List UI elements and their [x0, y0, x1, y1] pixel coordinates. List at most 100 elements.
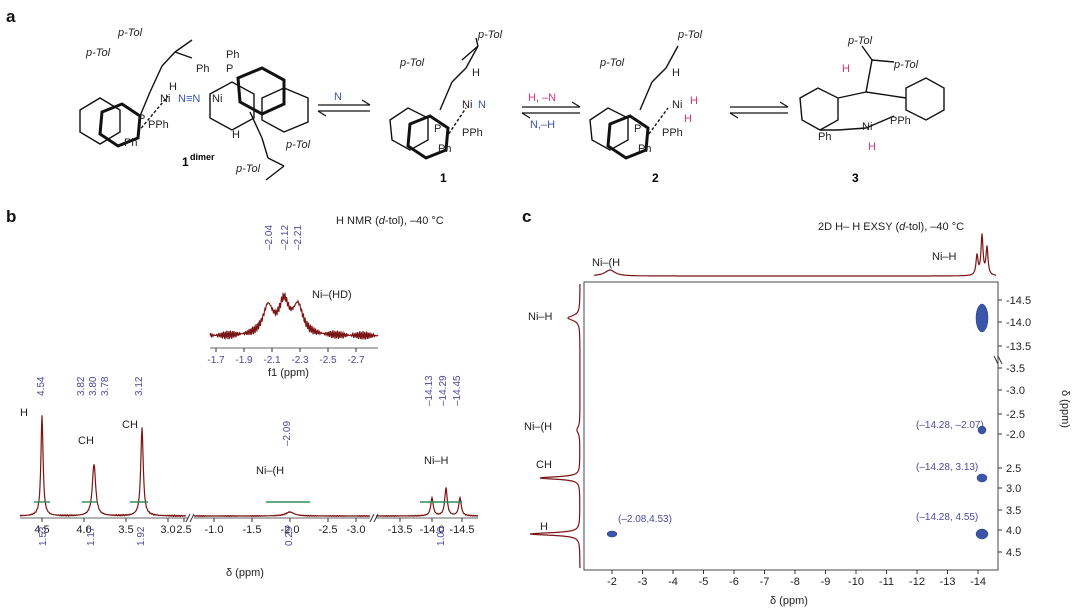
svg-text:p-Tol: p-Tol: [599, 57, 625, 69]
svg-text:(–14.28, 4.55): (–14.28, 4.55): [916, 512, 978, 523]
y-tick-label: -13.5: [1006, 341, 1031, 353]
svg-text:(–2.08,4.53): (–2.08,4.53): [618, 514, 672, 525]
svg-text:(–14.28, –2.07): (–14.28, –2.07): [916, 420, 984, 431]
x-tick-label: -13.5: [387, 524, 412, 536]
x-tick-label: -8: [790, 576, 800, 588]
svg-text:–2.21: –2.21: [293, 225, 304, 250]
svg-text:1.17: 1.17: [86, 526, 97, 546]
y-tick-label: 4.0: [1006, 525, 1021, 537]
svg-text:–14.13: –14.13: [424, 375, 435, 406]
svg-text:CH: CH: [78, 435, 94, 447]
svg-text:Ni: Ni: [160, 93, 170, 105]
arrow1-label: N: [334, 91, 342, 103]
structure-3-labels: p-Tol p-Tol H Ni PPh Ph H 3: [818, 35, 919, 185]
svg-text:H: H: [868, 141, 876, 153]
x-tick-label: -3: [638, 576, 648, 588]
svg-text:dimer: dimer: [190, 152, 215, 162]
x-tick-label: -3.0: [347, 524, 366, 536]
x-tick-label: 4.0: [76, 524, 91, 536]
svg-text:Ni: Ni: [212, 93, 222, 105]
svg-text:p-Tol: p-Tol: [285, 139, 311, 151]
y-tick-label: 3.5: [1006, 505, 1021, 517]
svg-text:PPh: PPh: [148, 119, 169, 131]
svg-text:p-Tol: p-Tol: [847, 35, 873, 47]
svg-text:p-Tol: p-Tol: [399, 57, 425, 69]
x-tick-label: -2: [607, 576, 617, 588]
svg-text:Ni–(H: Ni–(H: [592, 257, 620, 269]
svg-text:p-Tol: p-Tol: [677, 29, 703, 41]
svg-text:p-Tol: p-Tol: [893, 59, 919, 71]
x-tick-label: -5: [699, 576, 709, 588]
structure-1-dimer-labels: p-Tol p-Tol H Ni N≡N Ni Ph Ph P P PPh Ph…: [85, 27, 311, 175]
svg-text:H: H: [20, 407, 28, 419]
svg-text:p-Tol: p-Tol: [477, 29, 503, 41]
svg-text:3.82: 3.82: [76, 376, 87, 396]
svg-text:Ph: Ph: [124, 137, 137, 149]
panel-c-x-axis-label: δ (ppm): [770, 595, 808, 607]
equilibrium-arrow-2: [521, 101, 581, 119]
structure-1-labels: p-Tol p-Tol H Ni N P PPh Ph 1: [399, 29, 503, 185]
svg-text:p-Tol: p-Tol: [117, 27, 143, 39]
y-tick-label: -3.0: [1006, 385, 1025, 397]
x-tick-label: -9: [821, 576, 831, 588]
svg-text:Ph: Ph: [226, 49, 239, 61]
arrow2-top-label: H, –N: [528, 92, 556, 104]
svg-text:3.80: 3.80: [88, 376, 99, 396]
svg-text:Ph: Ph: [638, 143, 651, 155]
nmr-spectrum-main: 4.5 4.0 3.5 3.0 2.5 -1.0 -1.5 -2.0 -2.5 -3.0 -13.5…: [19, 415, 479, 579]
svg-text:PPh: PPh: [462, 127, 483, 139]
x-tick-label: 4.5: [34, 524, 49, 536]
x-tick-label: 2.5: [176, 524, 191, 536]
y-tick-label: -14.0: [1006, 317, 1031, 329]
x-tick-label: 3.5: [118, 524, 133, 536]
structure-2: [589, 45, 679, 160]
x-tick-label: -2.5: [319, 524, 338, 536]
x-tick-label: -6: [729, 576, 739, 588]
panel-b-title: H NMR (d-tol), –40 °C: [336, 215, 444, 227]
equilibrium-arrow-1: [317, 99, 371, 117]
svg-text:Ph: Ph: [438, 143, 451, 155]
equilibrium-arrow-3: [729, 101, 789, 119]
x-tick-label: -2.7: [347, 355, 365, 366]
svg-text:–14.45: –14.45: [452, 375, 463, 406]
x-tick-label: -13: [940, 576, 956, 588]
structure-3: [799, 45, 945, 131]
svg-text:1.53: 1.53: [38, 526, 49, 546]
svg-text:p-Tol: p-Tol: [85, 47, 111, 59]
svg-text:CH: CH: [536, 459, 552, 471]
panel-c-title: 2D H– H EXSY (d-tol), –40 °C: [818, 221, 964, 233]
x-tick-label: -10: [848, 576, 864, 588]
svg-text:P: P: [138, 113, 145, 125]
svg-text:–2.12: –2.12: [280, 225, 291, 250]
structure-2-labels: p-Tol p-Tol H Ni H H P PPh Ph 2: [599, 29, 703, 185]
y-tick-label: -14.5: [1006, 295, 1031, 307]
panel-label-a: a: [6, 7, 16, 26]
svg-text:1: 1: [440, 171, 447, 185]
panel-b-peak-labels: H CH CH Ni–(H Ni–H 4.54 3.82 3.80 3.78 3…: [20, 375, 463, 477]
x-tick-label: -4: [668, 576, 678, 588]
svg-text:H: H: [169, 81, 177, 93]
svg-text:N: N: [478, 99, 486, 111]
svg-text:P: P: [434, 123, 441, 135]
svg-text:0.29: 0.29: [284, 526, 295, 546]
svg-text:PPh: PPh: [890, 115, 911, 127]
svg-text:Ni: Ni: [672, 99, 682, 111]
svg-text:1.92: 1.92: [136, 526, 147, 546]
svg-text:N≡N: N≡N: [178, 93, 200, 105]
svg-text:2: 2: [652, 171, 659, 185]
inset-spectrum: –2.04 –2.12 –2.21 Ni–(HD) f1 (ppm) -1.7-…: [207, 225, 379, 379]
y-tick-label: 4.5: [1006, 547, 1021, 559]
svg-text:Ph: Ph: [818, 131, 831, 143]
svg-text:(–14.28, 3.13): (–14.28, 3.13): [916, 462, 978, 473]
svg-text:H: H: [672, 67, 680, 79]
x-tick-label: -14.0: [419, 524, 444, 536]
x-tick-label: -2.0: [281, 524, 300, 536]
y-tick-label: -2.0: [1006, 429, 1025, 441]
x-tick-label: -2.3: [291, 355, 309, 366]
svg-text:H: H: [232, 129, 240, 141]
svg-text:p-Tol: p-Tol: [235, 163, 261, 175]
svg-text:3.78: 3.78: [100, 376, 111, 396]
x-tick-label: -7: [760, 576, 770, 588]
inset-peak-label: Ni–(HD): [312, 289, 352, 301]
